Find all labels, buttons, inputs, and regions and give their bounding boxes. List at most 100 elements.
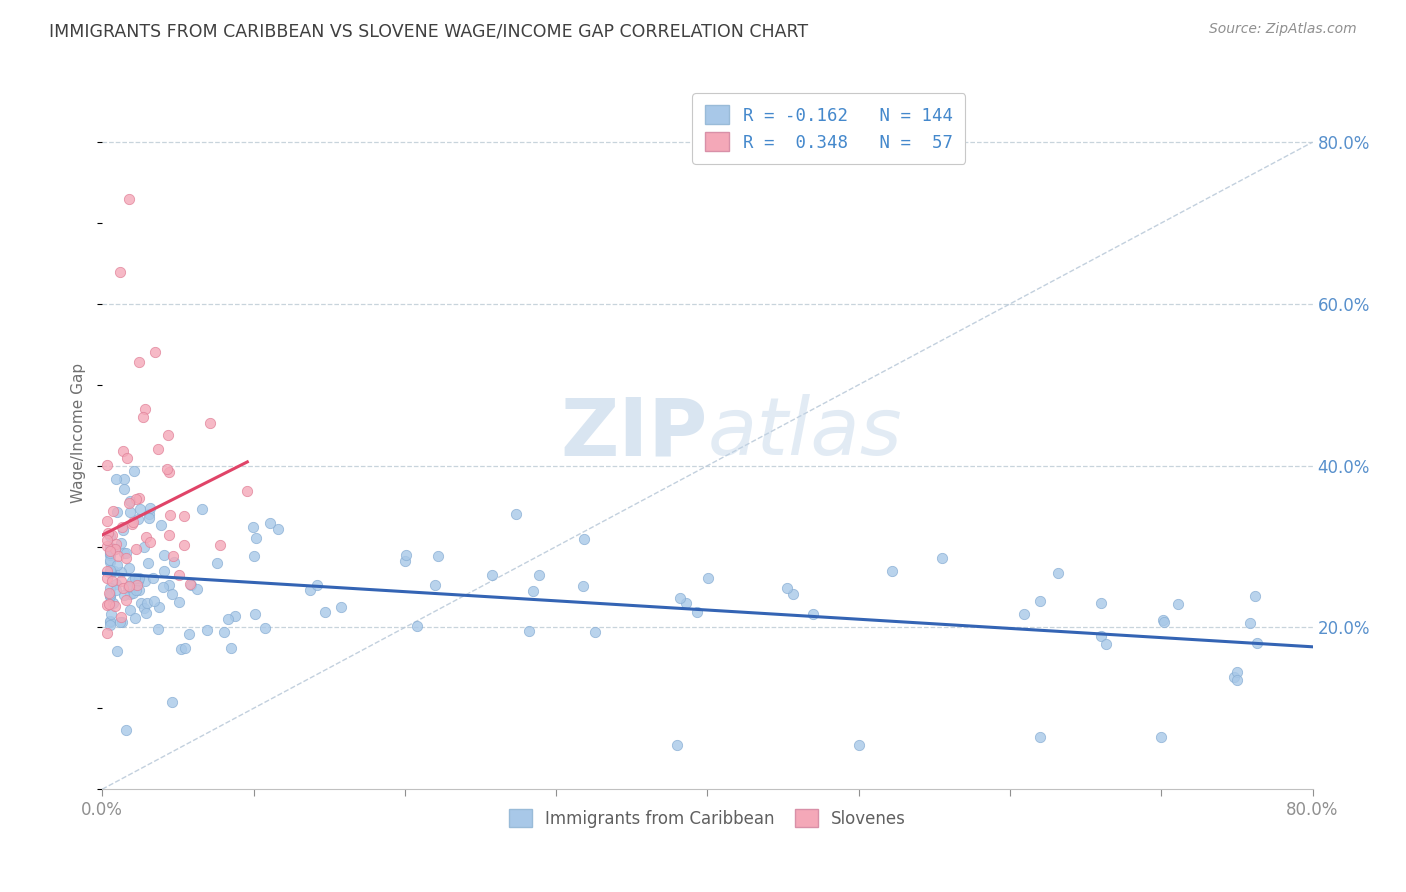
Point bbox=[170, 642, 193, 657]
Point bbox=[104, 576, 127, 591]
Point bbox=[98, 586, 121, 600]
Point bbox=[112, 444, 135, 458]
Point bbox=[198, 417, 221, 431]
Point bbox=[152, 580, 174, 594]
Point bbox=[108, 615, 131, 629]
Point bbox=[110, 535, 132, 549]
Point bbox=[104, 537, 127, 551]
Point bbox=[481, 568, 503, 582]
Point bbox=[160, 695, 183, 709]
Point bbox=[801, 607, 824, 622]
Point bbox=[242, 549, 264, 563]
Point bbox=[299, 582, 322, 597]
Point bbox=[111, 520, 134, 534]
Point bbox=[405, 618, 427, 632]
Point bbox=[179, 576, 201, 591]
Point bbox=[96, 571, 118, 585]
Point bbox=[124, 576, 146, 591]
Point bbox=[120, 587, 142, 601]
Point bbox=[217, 612, 239, 626]
Point bbox=[118, 505, 141, 519]
Point bbox=[118, 496, 141, 510]
Point bbox=[132, 601, 155, 615]
Point bbox=[148, 599, 170, 614]
Point bbox=[125, 541, 148, 556]
Point bbox=[98, 553, 121, 567]
Point bbox=[98, 549, 121, 563]
Point bbox=[142, 594, 165, 608]
Point bbox=[1246, 636, 1268, 650]
Point bbox=[880, 565, 903, 579]
Point bbox=[96, 564, 118, 578]
Point bbox=[135, 606, 157, 620]
Point bbox=[122, 515, 145, 529]
Point bbox=[105, 505, 128, 519]
Point bbox=[394, 554, 416, 568]
Point bbox=[668, 591, 690, 605]
Point bbox=[173, 640, 195, 655]
Point bbox=[100, 607, 122, 621]
Point bbox=[134, 574, 156, 588]
Point bbox=[163, 555, 186, 569]
Point bbox=[162, 549, 184, 563]
Point bbox=[224, 609, 246, 624]
Point bbox=[245, 531, 267, 545]
Point bbox=[118, 561, 141, 575]
Point bbox=[128, 491, 150, 505]
Point bbox=[128, 354, 150, 368]
Point bbox=[125, 578, 148, 592]
Point bbox=[157, 578, 180, 592]
Point bbox=[212, 625, 235, 640]
Point bbox=[128, 571, 150, 585]
Point bbox=[1152, 613, 1174, 627]
Point bbox=[132, 540, 155, 554]
Point bbox=[1095, 637, 1118, 651]
Point bbox=[118, 494, 141, 508]
Point bbox=[267, 522, 290, 536]
Point bbox=[111, 581, 134, 595]
Point bbox=[423, 578, 446, 592]
Point bbox=[138, 511, 160, 525]
Point bbox=[150, 518, 173, 533]
Point bbox=[103, 596, 125, 610]
Point bbox=[98, 555, 121, 569]
Point bbox=[156, 461, 179, 475]
Point bbox=[100, 564, 122, 578]
Point bbox=[125, 491, 148, 506]
Point bbox=[527, 568, 550, 582]
Point bbox=[259, 516, 281, 530]
Point bbox=[98, 589, 121, 603]
Point bbox=[103, 565, 125, 579]
Point bbox=[775, 581, 797, 595]
Point bbox=[124, 571, 146, 585]
Point bbox=[110, 565, 132, 579]
Point bbox=[124, 611, 146, 625]
Point bbox=[505, 507, 527, 521]
Point bbox=[96, 626, 118, 640]
Point bbox=[101, 503, 124, 517]
Point bbox=[167, 595, 190, 609]
Point bbox=[139, 535, 162, 549]
Point bbox=[209, 538, 232, 552]
Point bbox=[117, 580, 139, 594]
Point bbox=[157, 528, 180, 542]
Point bbox=[96, 514, 118, 528]
Point bbox=[98, 563, 121, 577]
Point bbox=[96, 539, 118, 553]
Y-axis label: Wage/Income Gap: Wage/Income Gap bbox=[72, 363, 86, 503]
Point bbox=[1222, 670, 1244, 684]
Point bbox=[127, 574, 149, 588]
Text: Source: ZipAtlas.com: Source: ZipAtlas.com bbox=[1209, 22, 1357, 37]
Point bbox=[118, 192, 141, 206]
Point bbox=[148, 442, 170, 457]
Text: IMMIGRANTS FROM CARIBBEAN VS SLOVENE WAGE/INCOME GAP CORRELATION CHART: IMMIGRANTS FROM CARIBBEAN VS SLOVENE WAG… bbox=[49, 22, 808, 40]
Point bbox=[307, 578, 329, 592]
Point bbox=[104, 471, 127, 485]
Point bbox=[98, 544, 121, 558]
Point bbox=[191, 501, 214, 516]
Point bbox=[129, 501, 152, 516]
Point bbox=[1047, 566, 1070, 580]
Point bbox=[121, 574, 143, 589]
Point bbox=[98, 617, 121, 632]
Point bbox=[112, 587, 135, 601]
